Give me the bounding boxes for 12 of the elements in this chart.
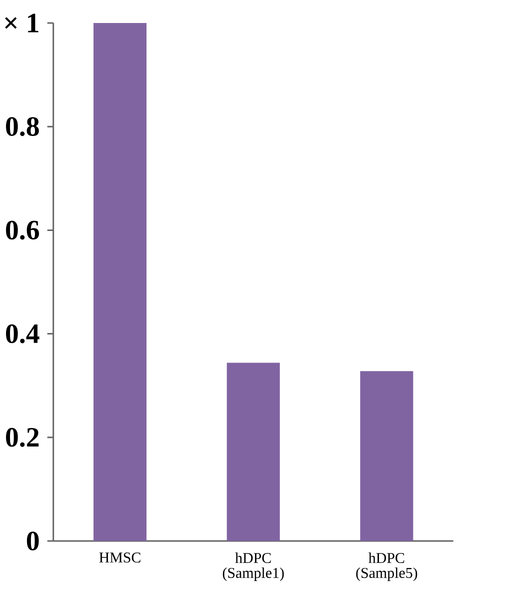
y-tick-label: 0.4 (6, 324, 40, 344)
y-tick-label: 0 (26, 532, 39, 550)
y-tick-label: 0.8 (6, 117, 39, 136)
bar (94, 22, 146, 541)
bar (360, 371, 414, 541)
y-tick-label: 0.2 (6, 428, 39, 447)
y-tick-label: 0.6 (6, 220, 39, 240)
x-tick-label: HMSC (99, 552, 140, 563)
bar (226, 362, 280, 541)
x-tick-label: hDPC (Sample1) (222, 552, 284, 582)
y-tick-label: × 1 (5, 14, 38, 32)
x-tick-label: hDPC (Sample5) (356, 552, 418, 582)
